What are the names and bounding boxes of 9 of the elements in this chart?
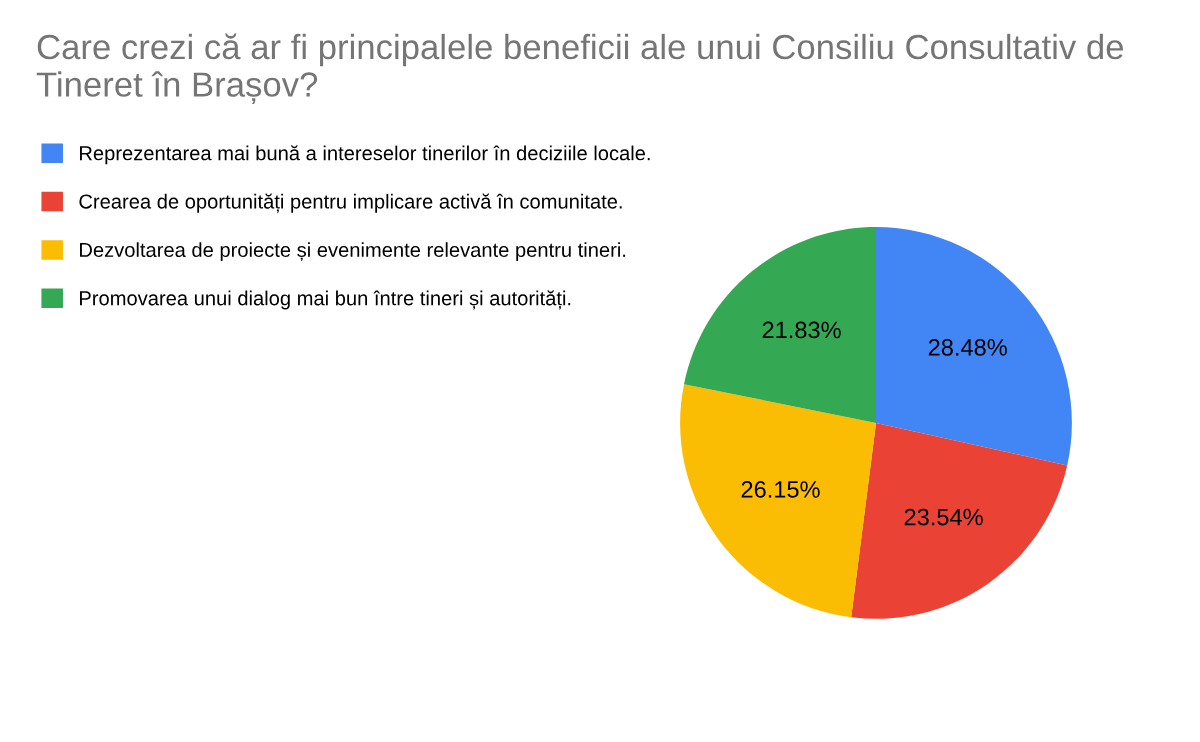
legend-label: Promovarea unui dialog mai bun între tineri și autorități.	[80, 290, 571, 310]
legend-label: Reprezentarea mai bună a intereselor tinerilor în deciziile locale.	[80, 145, 650, 165]
legend-label: Dezvoltarea de proiecte și evenimente relevante pentru tineri.	[80, 242, 626, 262]
data-label: 26.15%	[741, 481, 820, 498]
chart-title: Care crezi că ar fi principalele beneficii ale unui Consiliu Consultativ de Tineret în Brașov?	[36, 33, 1123, 104]
data-label: 21.83%	[762, 321, 841, 339]
data-label: 28.48%	[928, 339, 1007, 356]
legend-label: Crearea de oportunități pentru implicare activă în comunitate.	[79, 193, 622, 213]
data-label: 23.54%	[904, 508, 983, 526]
